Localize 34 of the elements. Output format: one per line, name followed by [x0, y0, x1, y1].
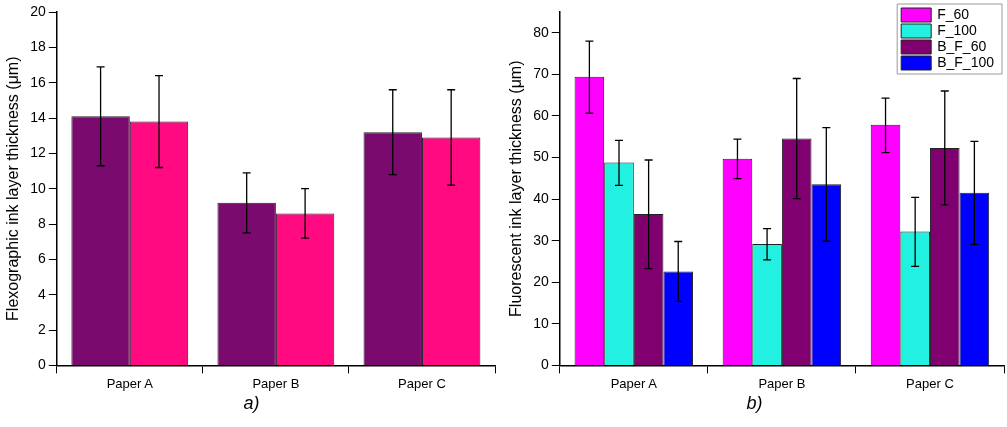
legend-label: B_F_60	[937, 37, 987, 54]
y-tick-label: 10	[533, 314, 549, 331]
x-tick-label: Paper C	[906, 375, 954, 391]
y-tick-label: 0	[540, 356, 549, 373]
text: b)	[745, 393, 764, 414]
y-tick-label: 20	[533, 273, 549, 290]
y-tick-label: 4	[37, 285, 46, 302]
x-tick-label: Paper B	[252, 375, 300, 391]
y-tick-label: 50	[533, 148, 549, 165]
legend-label: F_100	[937, 21, 978, 38]
y-tick-label: 8	[37, 214, 46, 231]
y-tick-label: 40	[533, 189, 549, 206]
x-tick-label: Paper C	[398, 375, 446, 391]
x-tick-label: Paper A	[106, 375, 154, 391]
x-tick-label: Paper B	[758, 375, 806, 391]
y-tick-label: 2	[37, 320, 46, 337]
y-tick-label: 6	[37, 250, 46, 267]
y-tick-label: 0	[37, 356, 46, 373]
y-tick-label: 60	[533, 106, 549, 123]
y-tick-label: 10	[30, 179, 46, 196]
y-tick-label: 14	[30, 108, 46, 125]
y-tick-label: 16	[30, 73, 46, 90]
y-axis-title: Fluorescent ink layer thickness (μm)	[507, 60, 525, 317]
text: a)	[242, 393, 261, 414]
y-tick-label: 80	[533, 23, 549, 40]
legend-label: F_60	[937, 5, 970, 22]
y-tick-label: 18	[30, 38, 46, 55]
y-tick-label: 70	[533, 65, 549, 82]
y-axis-title: Flexographic ink layer thickness (μm)	[4, 56, 22, 321]
y-tick-label: 12	[30, 144, 46, 161]
y-tick-label: 20	[30, 2, 46, 19]
y-tick-label: 30	[533, 231, 549, 248]
x-tick-label: Paper A	[610, 375, 658, 391]
legend-label: B_F_100	[937, 53, 995, 70]
